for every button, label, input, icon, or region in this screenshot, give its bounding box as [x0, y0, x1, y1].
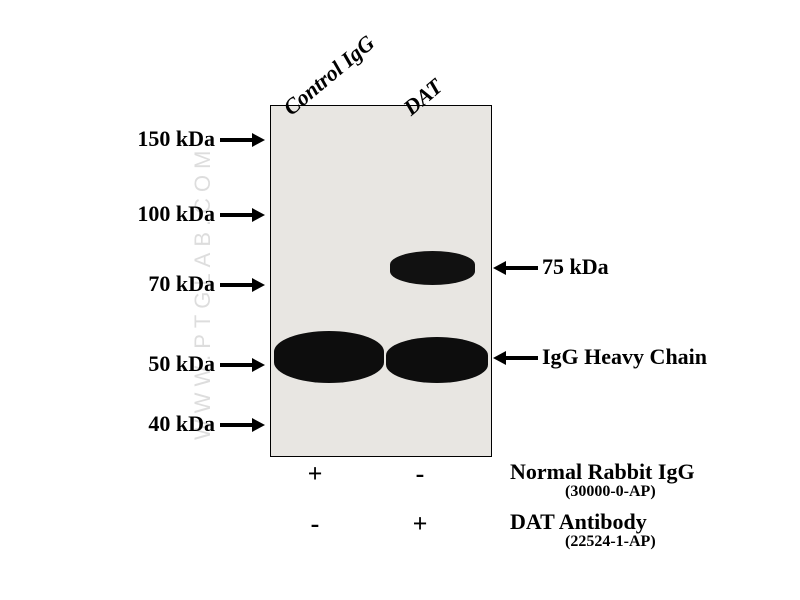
marker-arrow	[220, 356, 265, 374]
row-sub: (30000-0-AP)	[565, 483, 656, 501]
row-label: DAT Antibody	[510, 509, 647, 535]
pm-cell: +	[300, 459, 330, 489]
marker-arrow	[220, 206, 265, 224]
marker-label: 100 kDa	[70, 201, 215, 227]
annot-label: 75 kDa	[542, 254, 609, 280]
marker-label: 40 kDa	[70, 411, 215, 437]
marker-arrow	[220, 276, 265, 294]
pm-cell: -	[405, 459, 435, 489]
row-sub: (22524-1-AP)	[565, 533, 656, 551]
marker-arrow	[220, 416, 265, 434]
annot-label: IgG Heavy Chain	[542, 344, 707, 370]
marker-label: 70 kDa	[70, 271, 215, 297]
marker-arrow	[220, 131, 265, 149]
annot-arrow	[493, 259, 538, 277]
marker-label: 150 kDa	[70, 126, 215, 152]
row-label: Normal Rabbit IgG	[510, 459, 695, 485]
annot-arrow	[493, 349, 538, 367]
marker-label: 50 kDa	[70, 351, 215, 377]
band	[274, 331, 384, 383]
band	[390, 251, 475, 285]
western-blot-figure: WWW.PTGLAB.COM Control IgG DAT 150 kDa 1…	[70, 20, 730, 580]
pm-cell: +	[405, 509, 435, 539]
pm-cell: -	[300, 509, 330, 539]
band	[386, 337, 488, 383]
